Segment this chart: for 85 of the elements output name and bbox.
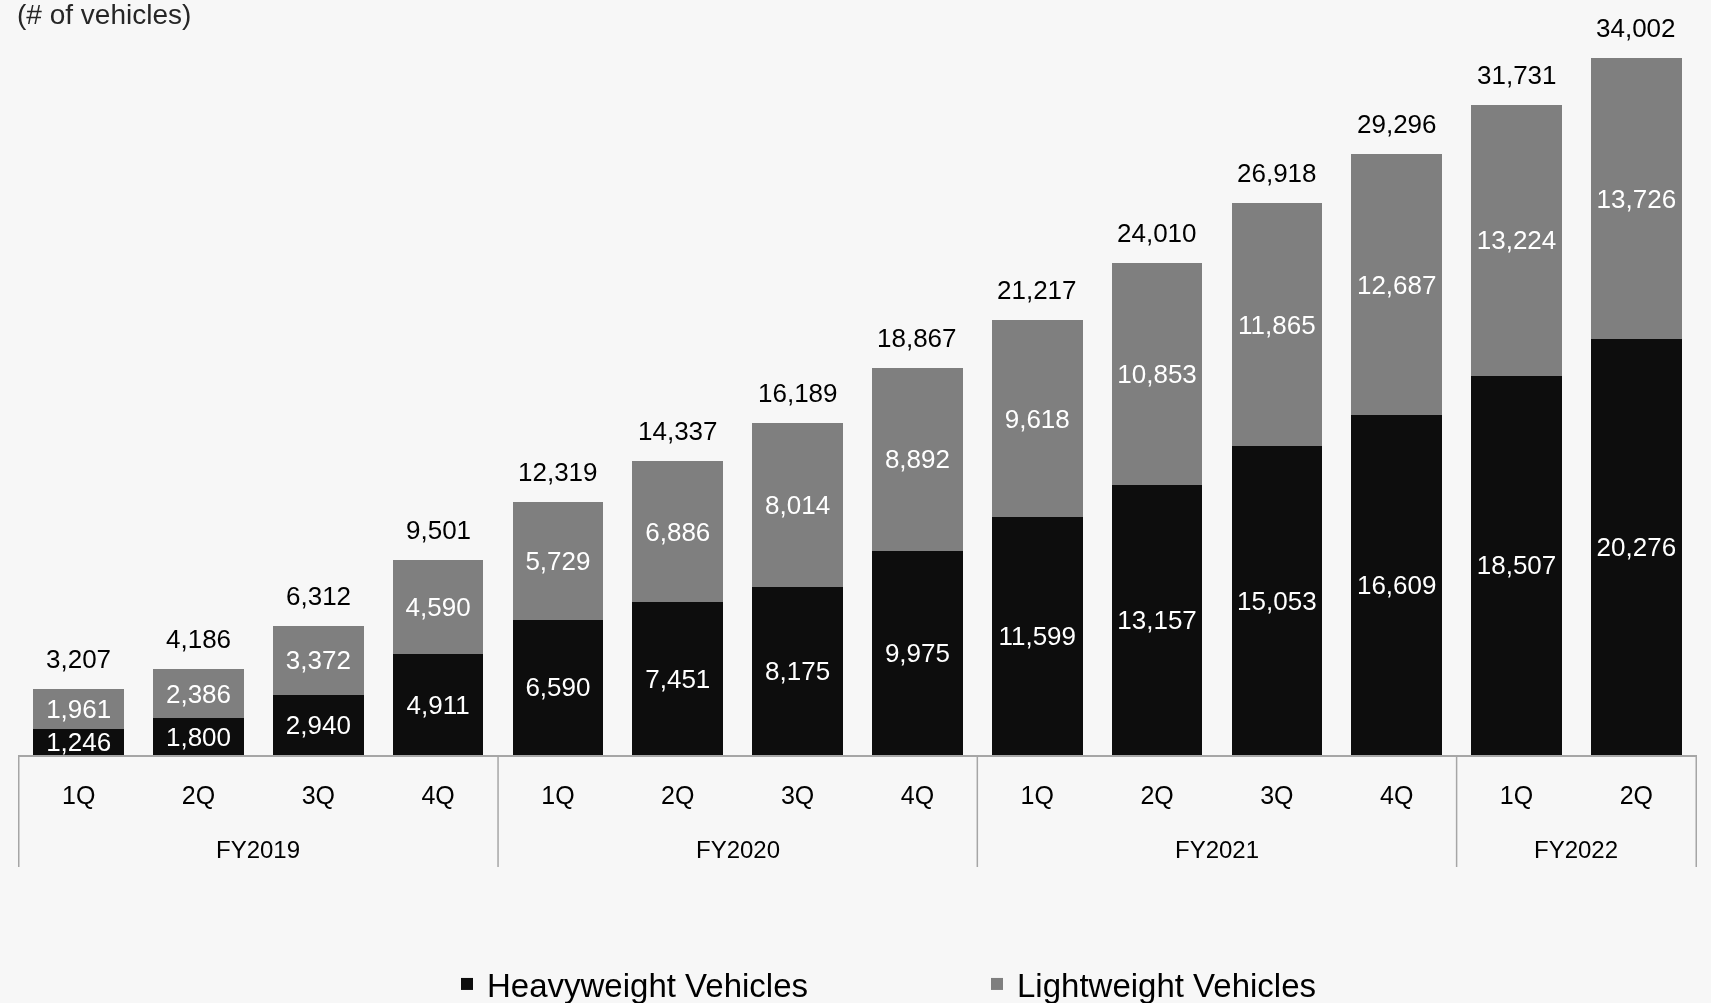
x-tick-label: 2Q [181, 780, 216, 809]
bar [991, 517, 1083, 755]
data-label: 13,726 [1596, 183, 1677, 214]
total-label: 14,337 [638, 416, 718, 446]
x-tick-label: 2Q [1140, 780, 1174, 809]
x-tick-label: 1Q [1499, 780, 1534, 809]
x-tick-label: 2Q [1619, 780, 1654, 809]
data-label: 11,865 [1238, 309, 1316, 340]
bar [273, 694, 364, 755]
x-tick-label: 1Q [61, 780, 96, 809]
data-label: 13,224 [1476, 225, 1557, 256]
data-label: 9,975 [884, 637, 950, 668]
data-label: 10,853 [1117, 359, 1197, 390]
bar [1471, 104, 1562, 376]
total-label: 24,010 [1117, 218, 1197, 248]
bar [392, 560, 484, 655]
data-label: 8,014 [765, 490, 831, 521]
bar [1111, 485, 1203, 755]
data-label: 8,175 [765, 656, 831, 687]
x-tick-label: 4Q [421, 780, 455, 809]
total-label: 31,731 [1477, 60, 1557, 90]
bar [632, 461, 724, 603]
text: FY2020 [696, 836, 781, 863]
x-tick-label: 1Q [541, 780, 575, 809]
data-label: 13,157 [1117, 605, 1197, 636]
bar [872, 368, 963, 551]
bar [1351, 154, 1442, 415]
total-label: 29,296 [1357, 109, 1437, 139]
bar [1591, 339, 1682, 755]
total-label: 21,217 [997, 275, 1077, 305]
bar [273, 625, 364, 695]
bar [632, 602, 724, 755]
bar [991, 320, 1083, 518]
bar [1231, 203, 1323, 447]
data-label: 7,451 [645, 663, 711, 694]
data-label: 11,599 [998, 621, 1077, 652]
data-label: 2,386 [165, 678, 232, 709]
total-label: 16,189 [758, 378, 838, 408]
data-label: 4,590 [405, 592, 471, 623]
data-label: 15,053 [1237, 585, 1317, 616]
total-label: 18,867 [877, 323, 957, 353]
x-tick-label: 2Q [661, 780, 695, 809]
data-label: 8,892 [884, 444, 950, 475]
data-label: 3,372 [285, 645, 351, 676]
total-label: 6,312 [286, 581, 352, 611]
x-tick-label: 3Q [301, 780, 335, 809]
bar [392, 654, 484, 755]
data-label: 1,961 [46, 694, 112, 725]
data-label: 18,507 [1476, 550, 1557, 581]
total-label: 4,186 [166, 624, 232, 654]
bar [512, 619, 604, 755]
x-tick-label: 1Q [1020, 780, 1054, 809]
total-label: 12,319 [518, 457, 598, 487]
data-label: 1,800 [165, 721, 232, 752]
data-label: 16,609 [1356, 569, 1437, 600]
bar [752, 423, 843, 588]
data-label: 6,886 [645, 516, 711, 547]
data-label: 6,590 [525, 672, 591, 703]
x-tick-label: 3Q [1260, 780, 1294, 809]
bar [1471, 375, 1562, 755]
bar [872, 550, 963, 755]
total-label: 3,207 [46, 644, 112, 674]
bar [512, 502, 604, 620]
data-label: 4,911 [406, 689, 470, 720]
x-tick-label: 4Q [1380, 780, 1414, 809]
data-label: 12,687 [1356, 269, 1437, 300]
text: FY2022 [1534, 836, 1619, 863]
data-label: 20,276 [1596, 532, 1677, 563]
y-axis-title: (# of vehicles) [17, 0, 192, 30]
data-label: 9,618 [1004, 403, 1070, 434]
data-label: 5,729 [525, 546, 591, 577]
text: FY2019 [216, 836, 301, 863]
total-label: 9,501 [406, 515, 472, 545]
bar [1351, 414, 1442, 755]
bar [1111, 262, 1203, 486]
bar [1231, 446, 1323, 755]
x-tick-label: 4Q [900, 780, 935, 809]
x-tick-label: 3Q [780, 780, 815, 809]
data-label: 2,940 [285, 709, 351, 740]
text: FY2021 [1175, 836, 1260, 863]
data-label: 1,246 [46, 727, 112, 758]
total-label: 26,918 [1237, 158, 1317, 188]
bar [752, 587, 843, 755]
bar [1591, 58, 1682, 340]
total-label: 34,002 [1596, 13, 1676, 43]
